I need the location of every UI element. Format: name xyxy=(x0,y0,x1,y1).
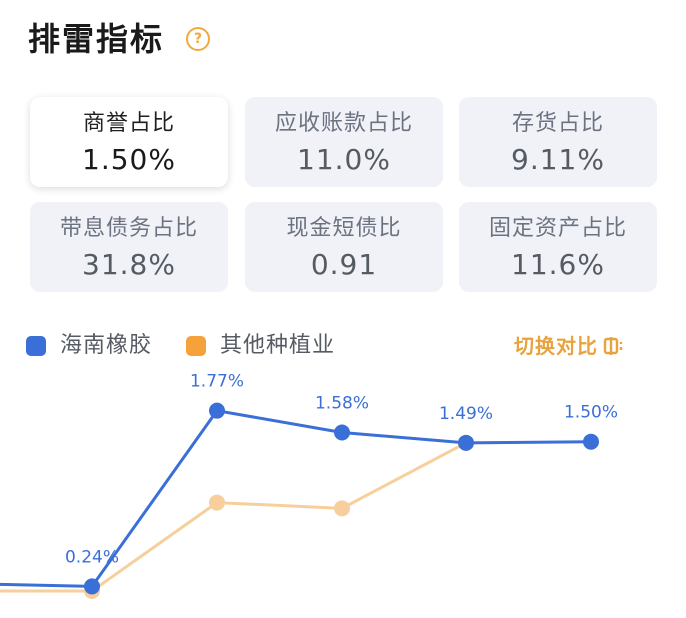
metric-value: 9.11% xyxy=(511,143,605,176)
series-line-industry xyxy=(0,441,467,593)
legend-swatch-industry xyxy=(186,336,206,356)
data-label-2: 1.58% xyxy=(315,394,369,414)
metric-card-goodwill[interactable]: 商誉占比 1.50% xyxy=(30,97,228,187)
metric-value: 0.91 xyxy=(310,248,378,281)
metric-label: 应收账款占比 xyxy=(274,111,413,136)
company-point-3[interactable] xyxy=(458,434,474,451)
company-point-0[interactable] xyxy=(84,578,100,595)
industry-point-2[interactable] xyxy=(334,500,350,517)
legend-label-company: 海南橡胶 xyxy=(60,333,153,358)
metric-label: 固定资产占比 xyxy=(488,216,627,241)
metric-value: 11.6% xyxy=(511,248,605,281)
legend-swatch-company xyxy=(26,336,46,356)
company-point-1[interactable] xyxy=(209,402,225,419)
switch-compare-label: 切换对比 xyxy=(514,334,598,358)
metric-label: 商誉占比 xyxy=(82,111,175,136)
metric-card-receivables[interactable]: 应收账款占比 11.0% xyxy=(245,97,443,187)
data-label-0: 0.24% xyxy=(65,547,119,567)
company-point-2[interactable] xyxy=(334,424,350,441)
metric-label: 存货占比 xyxy=(511,111,604,136)
series-line-company xyxy=(0,409,592,588)
help-icon[interactable]: ? xyxy=(186,27,210,51)
switch-compare-button[interactable]: 切换对比 xyxy=(514,331,624,361)
line-chart: 0.24% 1.77% 1.58% 1.49% 1.50% xyxy=(0,372,618,600)
metric-label: 现金短债比 xyxy=(286,216,402,241)
legend-label-industry: 其他种植业 xyxy=(220,333,336,358)
industry-point-1[interactable] xyxy=(209,494,225,511)
page-title: 排雷指标 xyxy=(28,20,165,58)
metric-label: 带息债务占比 xyxy=(59,216,198,241)
data-label-1: 1.77% xyxy=(190,372,244,392)
company-point-4[interactable] xyxy=(583,433,599,450)
metric-card-inventory[interactable]: 存货占比 9.11% xyxy=(459,97,657,187)
metric-value: 1.50% xyxy=(82,143,176,176)
data-label-4: 1.50% xyxy=(564,403,618,423)
metric-card-interest-debt[interactable]: 带息债务占比 31.8% xyxy=(30,202,228,292)
metric-value: 11.0% xyxy=(297,143,391,176)
metric-card-fixed-assets[interactable]: 固定资产占比 11.6% xyxy=(459,202,657,292)
data-label-3: 1.49% xyxy=(439,404,493,424)
switch-icon xyxy=(603,337,623,355)
metric-card-cash-short-debt[interactable]: 现金短债比 0.91 xyxy=(245,202,443,292)
metric-value: 31.8% xyxy=(82,248,176,281)
